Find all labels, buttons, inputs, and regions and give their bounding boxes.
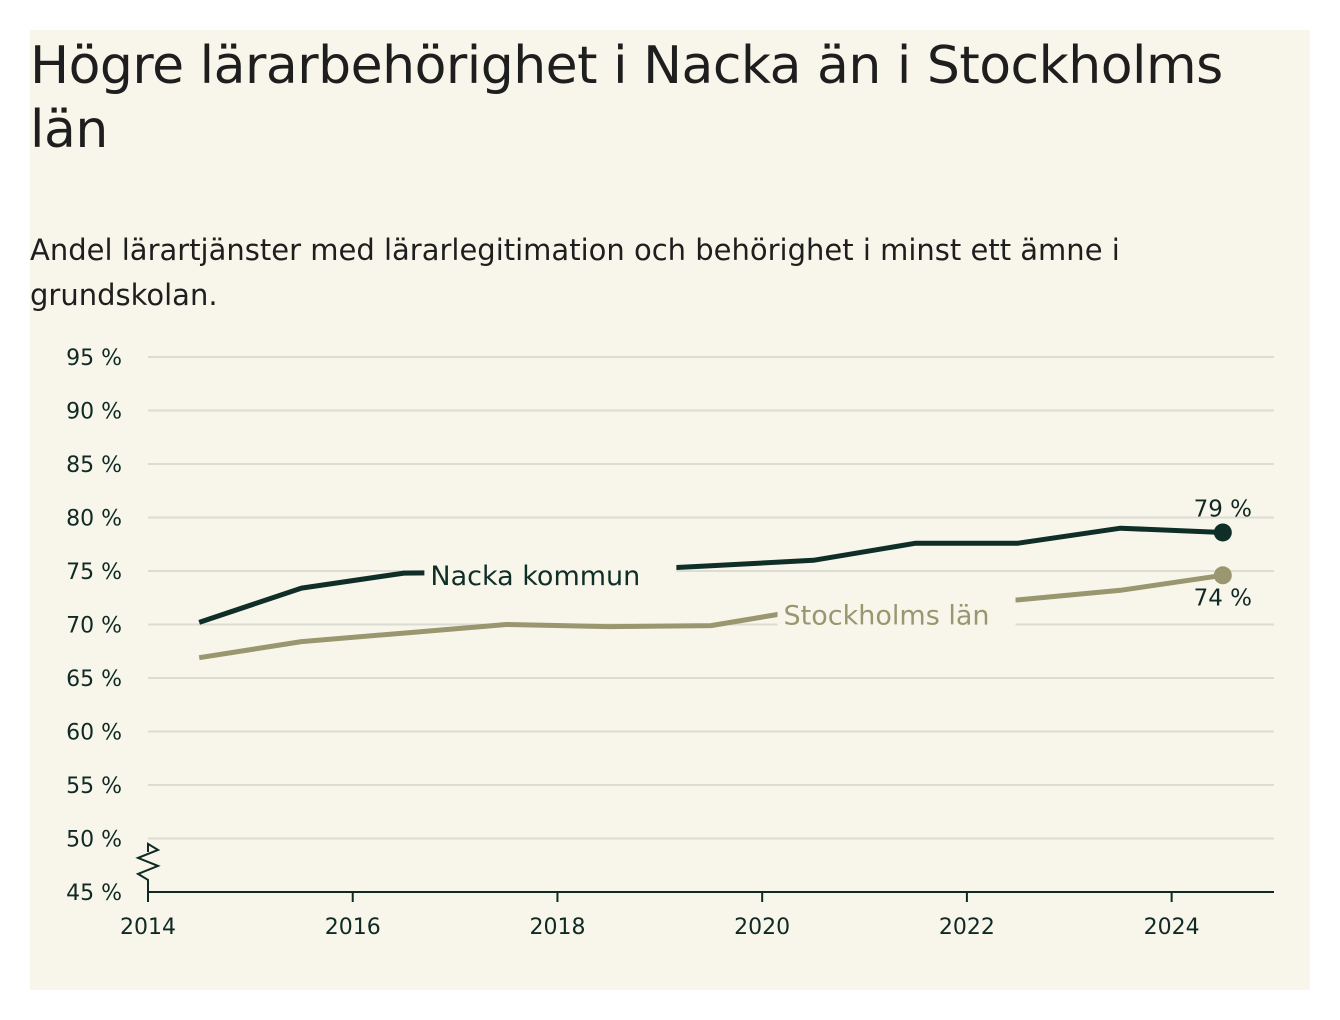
- series-label-bg-stockholms-l-n: [777, 592, 1016, 633]
- x-tick-label-2020: 2020: [734, 915, 790, 940]
- chart-title: Högre lärarbehörighet i Nacka än i Stock…: [30, 36, 1223, 160]
- x-tick-label-2014: 2014: [120, 915, 176, 940]
- end-value-label-stockholms-l-n: 74 %: [1194, 585, 1252, 611]
- y-tick-label-45: 45 %: [66, 881, 122, 906]
- y-tick-label-80: 80 %: [66, 507, 122, 532]
- y-tick-label-75: 75 %: [66, 560, 122, 585]
- series-end-marker-nacka-kommun: [1213, 523, 1232, 542]
- chart-card: [30, 30, 1310, 990]
- series-label-stockholms-l-n: Stockholms län: [784, 600, 990, 631]
- series-label-bg-nacka-kommun: [424, 550, 677, 591]
- end-value-label-nacka-kommun: 79 %: [1194, 496, 1252, 522]
- y-tick-label-65: 65 %: [66, 667, 122, 692]
- series-line-nacka-kommun: [198, 525, 1223, 625]
- y-tick-label-85: 85 %: [66, 453, 122, 478]
- y-tick-label-60: 60 %: [66, 721, 122, 746]
- y-tick-label-50: 50 %: [66, 828, 122, 853]
- y-axis-break: [135, 842, 161, 892]
- chart-subtitle: Andel lärartjänster med lärarlegitimatio…: [30, 233, 1120, 312]
- y-tick-label-55: 55 %: [66, 774, 122, 799]
- x-tick-label-2022: 2022: [939, 915, 995, 940]
- series-line-stockholms-l-n: [198, 572, 1224, 661]
- y-tick-label-95: 95 %: [66, 346, 122, 371]
- series-label-nacka-kommun: Nacka kommun: [430, 561, 640, 592]
- x-tick-label-2016: 2016: [325, 915, 381, 940]
- y-tick-label-90: 90 %: [66, 400, 122, 425]
- x-tick-label-2024: 2024: [1144, 915, 1200, 940]
- series-end-marker-stockholms-l-n: [1213, 566, 1232, 585]
- x-tick-label-2018: 2018: [529, 915, 585, 940]
- y-tick-label-70: 70 %: [66, 614, 122, 639]
